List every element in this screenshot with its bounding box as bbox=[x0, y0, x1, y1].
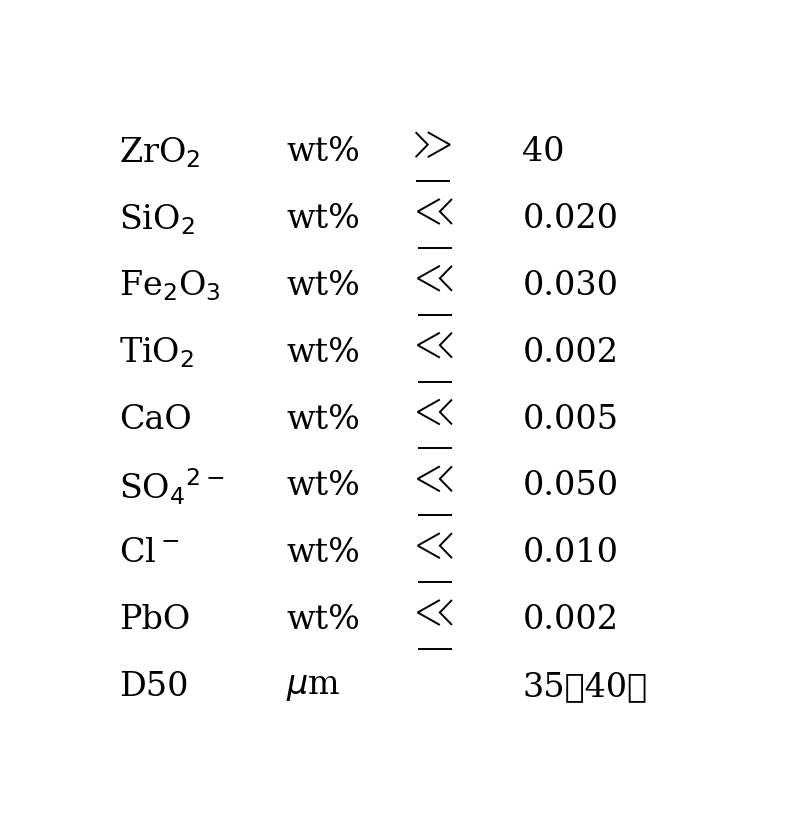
Text: SiO$_2$: SiO$_2$ bbox=[119, 202, 195, 237]
Text: wt%: wt% bbox=[286, 337, 360, 369]
Text: ZrO$_2$: ZrO$_2$ bbox=[119, 135, 200, 170]
Text: wt%: wt% bbox=[286, 270, 360, 302]
Text: wt%: wt% bbox=[286, 404, 360, 435]
Text: D50: D50 bbox=[119, 671, 188, 703]
Text: TiO$_2$: TiO$_2$ bbox=[119, 336, 194, 370]
Text: 0.050: 0.050 bbox=[522, 470, 618, 503]
Text: SO$_4$$^{2-}$: SO$_4$$^{2-}$ bbox=[119, 466, 224, 507]
Text: 0.002: 0.002 bbox=[522, 604, 618, 637]
Text: wt%: wt% bbox=[286, 538, 360, 569]
Text: Cl$^-$: Cl$^-$ bbox=[119, 538, 179, 569]
Text: 0.002: 0.002 bbox=[522, 337, 618, 369]
Text: 0.010: 0.010 bbox=[522, 538, 618, 569]
Text: wt%: wt% bbox=[286, 604, 360, 637]
Text: 40: 40 bbox=[522, 136, 565, 169]
Text: Fe$_2$O$_3$: Fe$_2$O$_3$ bbox=[119, 268, 220, 303]
Text: wt%: wt% bbox=[286, 203, 360, 235]
Text: 0.030: 0.030 bbox=[522, 270, 618, 302]
Text: wt%: wt% bbox=[286, 136, 360, 169]
Text: CaO: CaO bbox=[119, 404, 191, 435]
Text: 35～40。: 35～40。 bbox=[522, 671, 647, 703]
Text: PbO: PbO bbox=[119, 604, 190, 637]
Text: 0.005: 0.005 bbox=[522, 404, 618, 435]
Text: wt%: wt% bbox=[286, 470, 360, 503]
Text: 0.020: 0.020 bbox=[522, 203, 618, 235]
Text: $\mu$m: $\mu$m bbox=[286, 671, 340, 703]
